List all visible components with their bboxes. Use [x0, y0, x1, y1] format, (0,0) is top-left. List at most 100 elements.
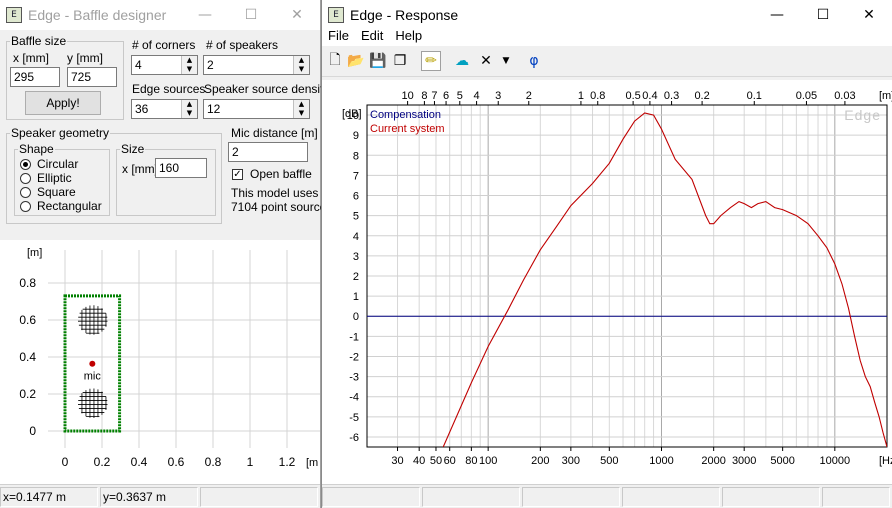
minimize-button[interactable]: —: [198, 7, 212, 23]
y-tick-label: 7: [353, 170, 359, 182]
baffle-geometry-plot[interactable]: 0 0.2 0.4 0.6 0.8 1 1.2 0 0.2 0.4 0.6 0.8 [m] [m mic: [0, 240, 320, 484]
status-y-coordinate: y=0.3637 m: [100, 487, 198, 507]
speaker-size-input[interactable]: 160: [155, 158, 207, 178]
radio-selected-icon: [20, 158, 31, 170]
new-file-icon[interactable]: 🗋: [329, 52, 341, 68]
apply-button[interactable]: Apply!: [25, 91, 101, 115]
y-tick-label: -1: [349, 331, 359, 343]
x-unit-label: [Hz]: [879, 455, 892, 467]
baffle-geometry-svg: 0 0.2 0.4 0.6 0.8 1 1.2 0 0.2 0.4 0.6 0.8 [m] [m mic: [19, 247, 320, 469]
x-tick-label: 1: [247, 455, 254, 469]
x-tick-label: 0.2: [94, 455, 111, 469]
mic-distance-label: Mic distance [m]: [231, 126, 318, 140]
response-window-title: Edge - Response: [350, 7, 459, 23]
copy-icon[interactable]: ❐: [393, 53, 407, 69]
speakers-value: 2: [207, 58, 214, 72]
y-tick-label: 6: [353, 191, 359, 203]
status-cell-1: [322, 487, 420, 507]
spin-down-icon[interactable]: ▼: [294, 109, 309, 118]
dropdown-arrow-icon[interactable]: ▼: [502, 56, 510, 66]
spin-up-icon[interactable]: ▲: [182, 100, 197, 109]
baffle-outline: [63, 294, 122, 433]
x-tick-label: 3000: [732, 455, 756, 467]
model-info-line1: This model uses: [231, 186, 319, 200]
menu-edit[interactable]: Edit: [360, 28, 384, 43]
y-tick-label: 3: [353, 251, 359, 263]
shape-elliptic-label: Elliptic: [37, 171, 72, 185]
menu-file[interactable]: File: [328, 28, 349, 43]
y-tick-label: 0.8: [19, 276, 36, 290]
status-cell-2: [422, 487, 520, 507]
x-tick-label: 300: [562, 455, 580, 467]
spin-down-icon[interactable]: ▼: [294, 65, 309, 74]
spin-down-icon[interactable]: ▼: [182, 65, 197, 74]
frequency-response-plot[interactable]: 10 9 8 7 6 5 4 3 2 1 0 -1 -2 -3 -4 -5 -6 30 40 50 60 80 100 200…: [322, 80, 892, 484]
shape-legend: Shape: [19, 142, 54, 156]
spin-up-icon[interactable]: ▲: [182, 56, 197, 65]
speaker-driver: [77, 388, 108, 419]
spin-down-icon[interactable]: ▼: [182, 109, 197, 118]
mic-distance-input[interactable]: 2: [228, 142, 308, 162]
x-tick-label: 2000: [701, 455, 725, 467]
status-cell-3: [522, 487, 620, 507]
baffle-x-input[interactable]: 295: [10, 67, 60, 87]
menu-help[interactable]: Help: [395, 28, 423, 43]
speakers-spinner[interactable]: 2 ▲ ▼: [203, 55, 310, 75]
corners-label: # of corners: [132, 38, 196, 52]
status-empty-cell: [200, 487, 318, 507]
speaker-driver: [77, 305, 108, 335]
baffle-window-title: Edge - Baffle designer: [28, 7, 167, 23]
maximize-button[interactable]: ☐: [244, 7, 258, 23]
current-system-series-line: [442, 112, 887, 447]
edge-sources-spinner[interactable]: 36 ▲ ▼: [131, 99, 198, 119]
radio-unselected-icon: [20, 200, 31, 212]
baffle-size-legend: Baffle size: [11, 34, 67, 48]
size-group: Size: [116, 142, 216, 216]
y-tick-label: -2: [349, 351, 359, 363]
y-tick-label: 2: [353, 271, 359, 283]
shape-rectangular-radio[interactable]: Rectangular: [20, 199, 102, 213]
response-titlebar[interactable]: E Edge - Response — ☐ ✕: [322, 0, 892, 30]
status-cell-6: [822, 487, 890, 507]
y-tick-label: -3: [349, 372, 359, 384]
close-button[interactable]: ✕: [863, 7, 875, 23]
y-tick-label: 0.6: [19, 313, 36, 327]
edge-sources-label: Edge sources: [132, 82, 206, 96]
minimize-button[interactable]: —: [770, 7, 784, 23]
speaker-geometry-group: Speaker geometry: [6, 126, 222, 224]
maximize-button[interactable]: ☐: [816, 7, 830, 23]
spin-up-icon[interactable]: ▲: [294, 100, 309, 109]
y-tick-label: 9: [353, 130, 359, 142]
status-x-coordinate: x=0.1477 m: [0, 487, 98, 507]
save-icon[interactable]: 💾: [369, 53, 387, 69]
baffle-x-label: x [mm]: [13, 51, 49, 65]
open-baffle-checkbox[interactable]: ✓ Open baffle: [232, 167, 312, 181]
baffle-titlebar[interactable]: E Edge - Baffle designer — ☐ ✕: [0, 0, 320, 30]
corners-spinner[interactable]: 4 ▲ ▼: [131, 55, 198, 75]
response-status-bar: [322, 484, 892, 508]
y-tick-label: -5: [349, 412, 359, 424]
shape-elliptic-radio[interactable]: Elliptic: [20, 171, 72, 185]
top-tick-label: 4: [474, 90, 480, 102]
speaker-icon[interactable]: ☁: [455, 53, 469, 69]
phase-icon[interactable]: φ: [529, 53, 539, 69]
top-tick-label: 10: [401, 90, 413, 102]
spin-up-icon[interactable]: ▲: [294, 56, 309, 65]
y-tick-label: 0.2: [19, 387, 36, 401]
shape-circular-radio[interactable]: Circular: [20, 157, 78, 171]
source-density-spinner[interactable]: 12 ▲ ▼: [203, 99, 310, 119]
pencil-icon[interactable]: ✏: [421, 51, 441, 71]
open-folder-icon[interactable]: 📂: [347, 53, 365, 69]
top-tick-label: 0.4: [642, 90, 657, 102]
delete-icon[interactable]: ✕: [480, 53, 492, 69]
y-tick-label: 8: [353, 150, 359, 162]
baffle-y-label: y [mm]: [67, 51, 103, 65]
top-tick-label: 3: [495, 90, 501, 102]
x-tick-label: 0.6: [168, 455, 185, 469]
close-button[interactable]: ✕: [291, 7, 303, 23]
shape-square-radio[interactable]: Square: [20, 185, 76, 199]
baffle-y-input[interactable]: 725: [67, 67, 117, 87]
y-tick-label: -6: [349, 432, 359, 444]
radio-unselected-icon: [20, 172, 31, 184]
x-tick-label: 1.2: [279, 455, 296, 469]
